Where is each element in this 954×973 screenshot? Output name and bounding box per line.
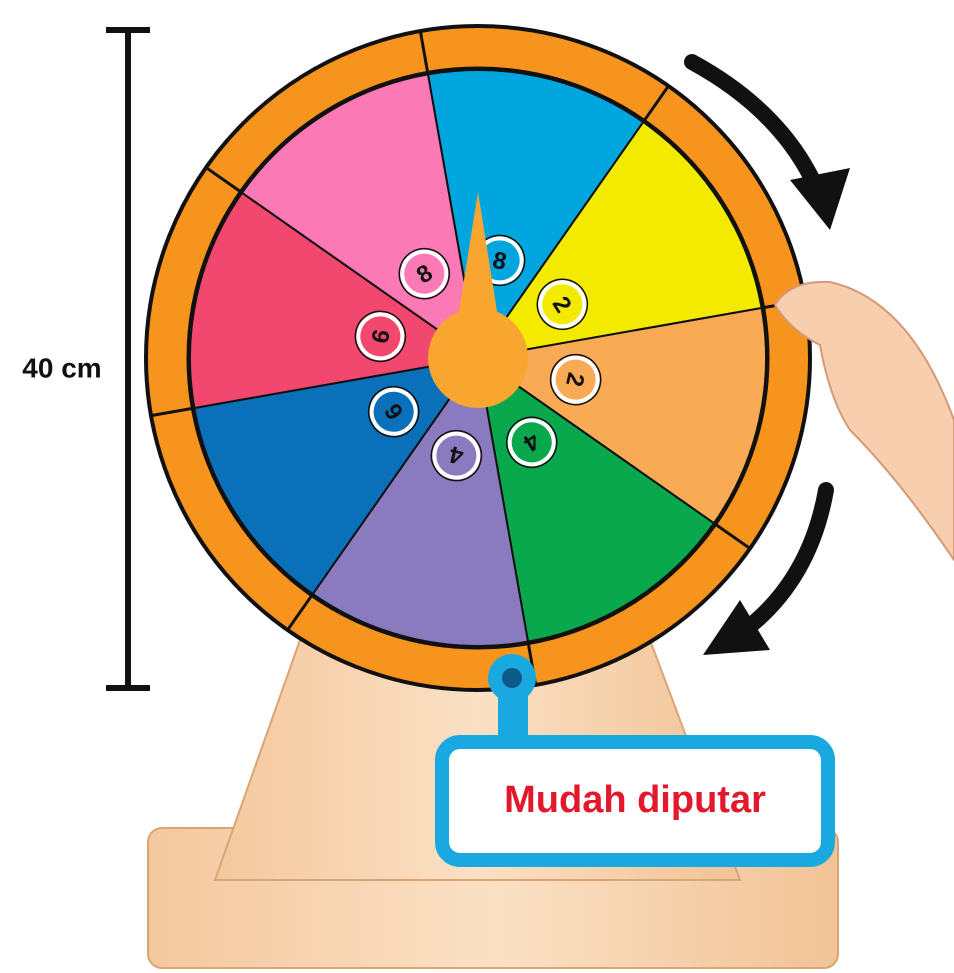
product-image: 40 cm 82244668 Mudah diputar: [0, 0, 954, 973]
callout-text: Mudah diputar: [504, 779, 766, 821]
arrow-head: [790, 168, 850, 230]
dimension-label: 40 cm: [22, 352, 101, 383]
dimension-line: [106, 30, 150, 688]
pointer-hub: [428, 308, 528, 408]
